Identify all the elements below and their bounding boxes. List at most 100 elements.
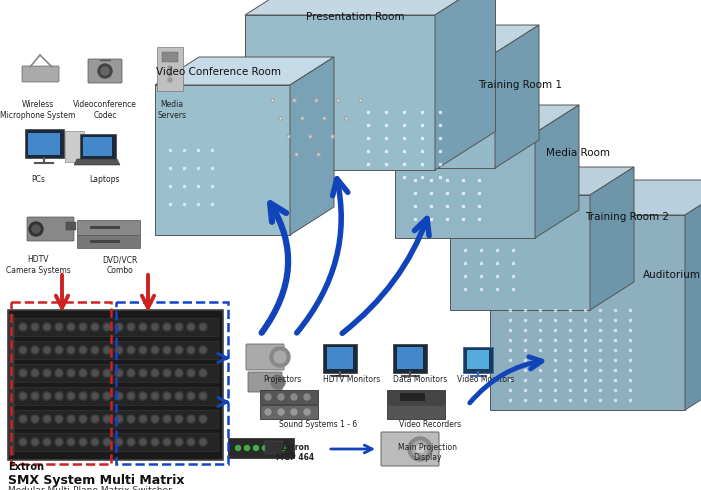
Circle shape xyxy=(57,324,62,329)
Circle shape xyxy=(165,416,170,421)
Circle shape xyxy=(67,323,75,331)
Circle shape xyxy=(177,347,182,352)
FancyBboxPatch shape xyxy=(8,310,223,460)
Polygon shape xyxy=(590,167,634,310)
Circle shape xyxy=(44,416,50,421)
Circle shape xyxy=(103,415,111,423)
Circle shape xyxy=(127,323,135,331)
Circle shape xyxy=(43,346,51,354)
Circle shape xyxy=(116,370,121,375)
Circle shape xyxy=(177,370,182,375)
Circle shape xyxy=(128,393,133,398)
Bar xyxy=(13,364,218,382)
Circle shape xyxy=(187,415,195,423)
Circle shape xyxy=(69,393,74,398)
FancyBboxPatch shape xyxy=(463,347,493,373)
FancyBboxPatch shape xyxy=(246,344,284,370)
Circle shape xyxy=(103,392,111,400)
Circle shape xyxy=(31,392,39,400)
FancyBboxPatch shape xyxy=(381,432,439,466)
Circle shape xyxy=(20,393,25,398)
Circle shape xyxy=(44,347,50,352)
Text: Extron: Extron xyxy=(8,462,44,472)
Circle shape xyxy=(280,445,285,450)
Circle shape xyxy=(19,323,27,331)
Circle shape xyxy=(69,324,74,329)
Circle shape xyxy=(265,409,271,415)
Circle shape xyxy=(165,393,170,398)
Circle shape xyxy=(116,440,121,444)
Circle shape xyxy=(103,438,111,446)
Polygon shape xyxy=(290,57,334,235)
FancyBboxPatch shape xyxy=(228,438,294,458)
Circle shape xyxy=(187,346,195,354)
Circle shape xyxy=(91,415,99,423)
Circle shape xyxy=(57,440,62,444)
Circle shape xyxy=(139,392,147,400)
FancyBboxPatch shape xyxy=(323,344,357,373)
Text: Modular Multi-Plane Matrix Switcher: Modular Multi-Plane Matrix Switcher xyxy=(8,486,172,490)
Circle shape xyxy=(20,347,25,352)
Circle shape xyxy=(163,369,171,377)
Text: Media
Servers: Media Servers xyxy=(158,100,186,120)
Circle shape xyxy=(140,347,146,352)
Circle shape xyxy=(200,370,205,375)
Polygon shape xyxy=(535,105,579,238)
Polygon shape xyxy=(345,25,539,53)
Circle shape xyxy=(31,438,39,446)
Bar xyxy=(327,347,353,369)
Circle shape xyxy=(254,445,259,450)
Circle shape xyxy=(69,370,74,375)
FancyBboxPatch shape xyxy=(162,52,178,62)
Circle shape xyxy=(57,393,62,398)
Circle shape xyxy=(81,416,86,421)
Circle shape xyxy=(291,409,297,415)
FancyBboxPatch shape xyxy=(22,66,59,82)
Circle shape xyxy=(189,370,193,375)
Circle shape xyxy=(32,440,37,444)
Circle shape xyxy=(115,346,123,354)
Circle shape xyxy=(128,440,133,444)
Circle shape xyxy=(55,369,63,377)
Circle shape xyxy=(262,445,268,450)
Circle shape xyxy=(32,225,40,233)
Polygon shape xyxy=(395,133,535,238)
Circle shape xyxy=(79,415,87,423)
Circle shape xyxy=(81,440,86,444)
Circle shape xyxy=(116,416,121,421)
Circle shape xyxy=(271,445,276,450)
Text: Video Monitors: Video Monitors xyxy=(457,375,515,384)
Circle shape xyxy=(20,416,25,421)
Bar xyxy=(397,347,423,369)
Circle shape xyxy=(151,323,159,331)
Circle shape xyxy=(140,440,146,444)
Text: Laptops: Laptops xyxy=(90,175,121,184)
Circle shape xyxy=(200,393,205,398)
Circle shape xyxy=(81,370,86,375)
Circle shape xyxy=(153,393,158,398)
Circle shape xyxy=(116,324,121,329)
Circle shape xyxy=(128,324,133,329)
FancyBboxPatch shape xyxy=(76,220,139,235)
Circle shape xyxy=(199,369,207,377)
Circle shape xyxy=(151,392,159,400)
Circle shape xyxy=(81,393,86,398)
Circle shape xyxy=(278,394,284,400)
Circle shape xyxy=(43,415,51,423)
Circle shape xyxy=(200,440,205,444)
Circle shape xyxy=(43,392,51,400)
FancyBboxPatch shape xyxy=(88,59,122,83)
Circle shape xyxy=(168,78,172,82)
Text: Video Conference Room: Video Conference Room xyxy=(156,67,280,77)
Polygon shape xyxy=(450,167,634,195)
Circle shape xyxy=(55,438,63,446)
Circle shape xyxy=(103,323,111,331)
Circle shape xyxy=(153,347,158,352)
Text: Projectors: Projectors xyxy=(263,375,301,384)
Circle shape xyxy=(81,347,86,352)
Circle shape xyxy=(139,346,147,354)
Circle shape xyxy=(163,323,171,331)
Circle shape xyxy=(93,370,97,375)
Text: Media Room: Media Room xyxy=(546,148,610,158)
Circle shape xyxy=(187,392,195,400)
